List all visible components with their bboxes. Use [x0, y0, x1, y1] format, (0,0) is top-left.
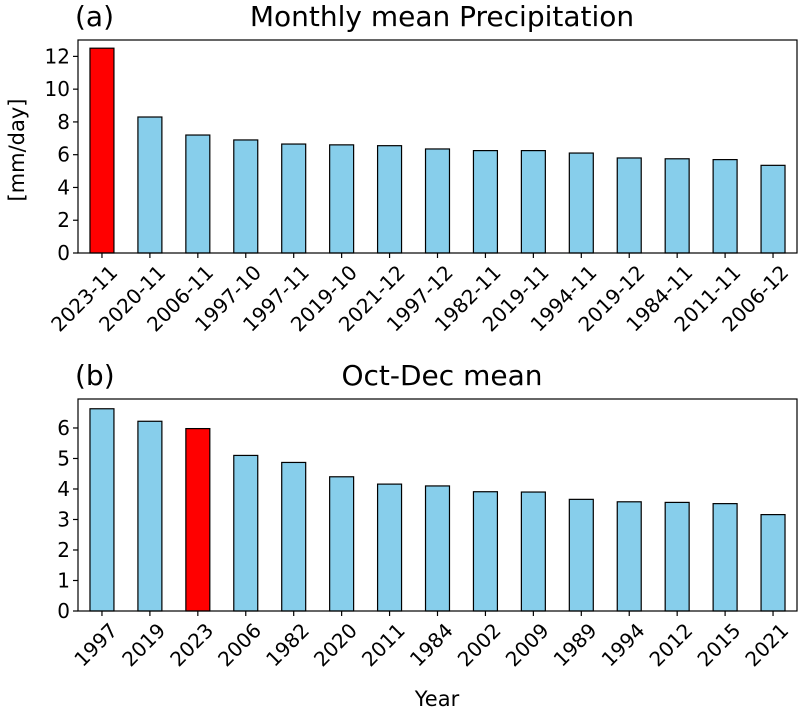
- panel-b-bar-1994: [616, 501, 642, 612]
- panel-b-bar-2012: [664, 501, 690, 612]
- panel-b-bar-2021: [760, 514, 786, 612]
- panel-a-y-tick-label: 2: [57, 208, 70, 232]
- panel-b-y-tick-label: 2: [57, 538, 70, 562]
- panel-b-x-tick-label: 2009: [501, 618, 554, 671]
- panel-b-y-tick-label: 5: [57, 446, 70, 470]
- panel-a-y-tick-label: 0: [57, 241, 70, 265]
- panel-a-bar-2006-11: [185, 134, 211, 254]
- panel-a-bar-1997-10: [233, 139, 259, 254]
- panel-a-bar-2019-12: [616, 157, 642, 254]
- panel-b-bar-1982: [281, 461, 307, 612]
- panel-a-x-ticks: 2023-112020-112006-111997-101997-112019-…: [46, 253, 793, 336]
- panel-b-y-tick-label: 4: [57, 477, 70, 501]
- panel-b-x-tick-label: 2006: [213, 618, 266, 671]
- panel-b-x-tick-label: 2023: [165, 618, 218, 671]
- panel-b-x-tick-label: 2002: [453, 618, 506, 671]
- panel-b-x-tick-label: 1997: [69, 618, 122, 671]
- panel-a-y-axis-label: [mm/day]: [5, 98, 29, 201]
- panel-b-y-tick-label: 0: [57, 599, 70, 623]
- panel-b-x-tick-label: 2015: [692, 618, 745, 671]
- panel-b-x-ticks: 1997201920232006198220202011198420022009…: [69, 611, 793, 671]
- panel-b-y-ticks: 0 1 2 3 4 5 6: [57, 416, 78, 623]
- panel-a-bar-2020-11: [137, 116, 163, 254]
- panel-a-axes-frame: [77, 39, 798, 254]
- panel-b-x-tick-label: 1994: [597, 618, 650, 671]
- panel-b-bar-1997: [89, 408, 115, 612]
- panel-a-bar-1994-11: [568, 152, 594, 254]
- panel-b-x-tick-label: 1982: [261, 618, 314, 671]
- panel-a-bar-2019-10: [329, 144, 355, 254]
- panel-a-y-tick-label: 12: [45, 44, 70, 68]
- panel-b-bar-1989: [568, 498, 594, 612]
- panel-a-y-tick-label: 6: [57, 143, 70, 167]
- panel-a-bar-1997-11: [281, 143, 307, 254]
- panel-a-bars: [89, 47, 786, 254]
- panel-a-bar-1982-11: [472, 150, 499, 254]
- panel-b-bar-2015: [712, 503, 738, 612]
- panel-b-bar-2019: [137, 420, 163, 612]
- panel-b-x-axis-label: Year: [414, 687, 460, 711]
- panel-b-x-tick-label: 2021: [740, 618, 793, 671]
- panel-b-axes-frame: [77, 398, 798, 612]
- panel-b-x-tick-label: 1984: [405, 618, 458, 671]
- panel-a-bar-2006-12: [760, 164, 786, 254]
- panel-b-y-tick-label: 3: [57, 507, 70, 531]
- panel-b-bar-2002: [472, 491, 499, 612]
- panel-b-bar-2009: [520, 491, 546, 612]
- panel-b-y-tick-label: 1: [57, 568, 70, 592]
- panel-b-x-tick-label: 2011: [357, 618, 410, 671]
- panel-a-bar-2019-11: [520, 150, 546, 254]
- panel-a: (a) Monthly mean Precipitation [mm/day] …: [5, 0, 798, 336]
- panel-a-bar-2021-12: [376, 145, 403, 254]
- panel-a-y-tick-label: 8: [57, 110, 70, 134]
- panel-b-y-tick-label: 6: [57, 416, 70, 440]
- panel-a-bar-1997-12: [424, 148, 451, 254]
- panel-a-label: (a): [75, 0, 114, 33]
- panel-a-y-tick-label: 4: [57, 175, 70, 199]
- panel-a-bar-2011-11: [712, 159, 738, 254]
- panel-a-title: Monthly mean Precipitation: [250, 0, 634, 33]
- panel-b-label: (b): [75, 359, 115, 392]
- panel-b-bar-2011: [376, 483, 403, 612]
- panel-a-y-ticks: 0 2 4 6 8 10 12: [45, 44, 78, 265]
- panel-b-bar-2023: [185, 427, 211, 612]
- panel-b-bar-2020: [329, 476, 355, 612]
- panel-a-y-tick-label: 10: [45, 77, 70, 101]
- panel-b-x-tick-label: 2012: [644, 618, 697, 671]
- panel-b-x-tick-label: 2020: [309, 618, 362, 671]
- panel-a-bar-2023-11: [89, 47, 115, 254]
- panel-b-x-tick-label: 2019: [117, 618, 170, 671]
- panel-a-bar-1984-11: [664, 158, 690, 254]
- panel-b-title: Oct-Dec mean: [341, 359, 542, 392]
- panel-b-bars: [89, 408, 786, 612]
- panel-b-bar-1984: [424, 485, 451, 612]
- panel-b-bar-2006: [233, 454, 259, 612]
- panel-b-x-tick-label: 1989: [549, 618, 602, 671]
